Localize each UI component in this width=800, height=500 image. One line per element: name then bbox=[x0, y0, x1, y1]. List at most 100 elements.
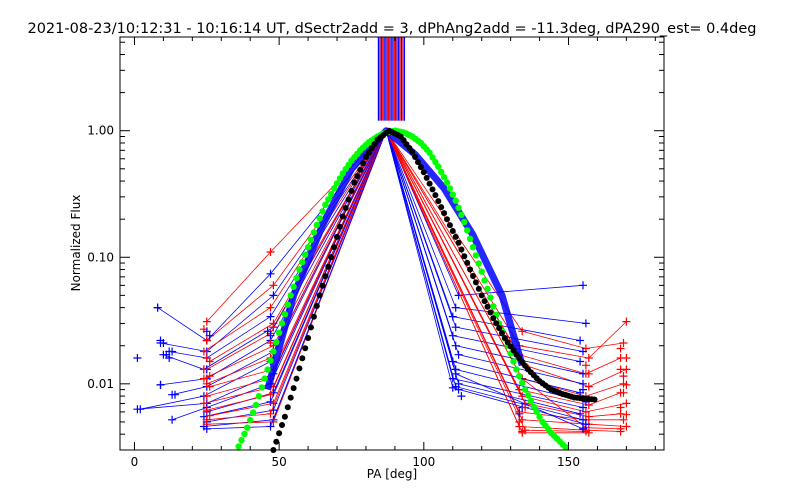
data-point-blue bbox=[263, 327, 272, 336]
data-point-red bbox=[616, 403, 625, 412]
green-curve-dot bbox=[530, 403, 537, 410]
green-curve-dot bbox=[438, 168, 445, 176]
green-curve-dot bbox=[273, 339, 280, 346]
black-curve-dot bbox=[284, 404, 291, 411]
black-curve-dot bbox=[360, 160, 367, 167]
black-curve-dot bbox=[429, 186, 436, 193]
black-curve-dot bbox=[493, 320, 500, 327]
data-point-red bbox=[199, 374, 208, 383]
green-curve-dot bbox=[478, 268, 485, 275]
green-curve-dot bbox=[510, 358, 517, 365]
data-point-blue bbox=[451, 369, 460, 378]
black-curve-dot bbox=[481, 298, 488, 305]
green-curve-dot bbox=[247, 416, 254, 424]
green-curve-dot bbox=[235, 443, 242, 450]
series-line-blue bbox=[203, 129, 587, 427]
green-curve-dot bbox=[241, 430, 248, 438]
black-curve-dot bbox=[438, 204, 445, 211]
black-curve-dot bbox=[371, 141, 378, 147]
green-curve-dot bbox=[466, 235, 474, 242]
black-curve-dot bbox=[331, 244, 338, 251]
green-curve-dot bbox=[336, 175, 344, 182]
data-point-red bbox=[622, 354, 631, 362]
y-axis-label: Normalized Flux bbox=[69, 195, 83, 292]
series-line-blue bbox=[160, 129, 581, 386]
black-curve-dot bbox=[363, 154, 369, 160]
y-tick-label: 0.01 bbox=[87, 377, 114, 391]
green-curve-dot bbox=[429, 154, 436, 161]
green-curve-dot bbox=[293, 274, 300, 282]
green-curve-dot bbox=[330, 185, 338, 192]
black-curve-dot bbox=[478, 292, 485, 299]
data-point-red bbox=[202, 317, 211, 326]
green-curve-dot bbox=[333, 180, 341, 187]
black-curve-dot bbox=[368, 145, 375, 152]
data-point-blue bbox=[579, 424, 587, 433]
green-curve-dot bbox=[319, 208, 326, 215]
black-curve-dot bbox=[281, 413, 288, 420]
black-curve-dot bbox=[504, 339, 511, 346]
data-point-blue bbox=[579, 347, 587, 356]
green-curve-dot bbox=[261, 375, 268, 382]
black-curve-dot bbox=[415, 159, 421, 166]
data-point-blue bbox=[579, 403, 587, 412]
black-curve-dot bbox=[412, 154, 419, 160]
black-curve-dot bbox=[420, 169, 427, 176]
data-point-blue bbox=[515, 409, 524, 418]
data-point-red bbox=[581, 407, 590, 416]
green-curve-dot bbox=[484, 285, 491, 293]
series-line-blue bbox=[163, 129, 584, 370]
green-curve-dot bbox=[255, 393, 263, 400]
data-point-red bbox=[199, 325, 208, 334]
green-curve-dot bbox=[310, 229, 318, 236]
green-curve-dot bbox=[446, 185, 454, 192]
data-point-red bbox=[269, 281, 278, 290]
chart-title: 2021-08-23/10:12:31 - 10:16:14 UT, dSect… bbox=[27, 21, 756, 37]
data-point-blue bbox=[579, 385, 587, 394]
black-curve-dot bbox=[354, 173, 361, 180]
data-point-red bbox=[266, 303, 275, 312]
blue-band bbox=[264, 127, 526, 391]
data-point-red bbox=[619, 339, 628, 347]
black-curve-dot bbox=[348, 188, 355, 194]
series-line-blue bbox=[203, 129, 581, 418]
green-curve-dot bbox=[264, 366, 271, 373]
data-point-blue bbox=[451, 323, 460, 332]
black-curve-dot bbox=[351, 179, 358, 186]
black-curve-dot bbox=[299, 355, 306, 362]
data-point-red bbox=[266, 339, 275, 347]
series-line-red bbox=[203, 129, 624, 397]
green-curve-dot bbox=[533, 408, 540, 415]
data-point-red bbox=[205, 411, 214, 420]
black-curve-dot bbox=[444, 216, 450, 223]
series-line-red bbox=[206, 129, 627, 359]
black-curve-dot bbox=[475, 285, 482, 292]
data-point-blue bbox=[451, 303, 460, 312]
green-curve-dot bbox=[284, 301, 291, 308]
data-point-blue bbox=[156, 380, 165, 389]
black-curve-dot bbox=[510, 347, 517, 354]
data-point-red bbox=[202, 406, 211, 415]
black-curve-dot bbox=[499, 330, 505, 337]
data-point-blue bbox=[581, 420, 590, 429]
black-curve-dot bbox=[293, 375, 300, 382]
black-curve-dot bbox=[455, 239, 462, 246]
green-curve-dot bbox=[440, 174, 448, 181]
green-curve-dot bbox=[475, 260, 482, 267]
data-point-red bbox=[205, 382, 214, 391]
data-point-red bbox=[616, 365, 625, 374]
black-curve-dot bbox=[296, 365, 303, 372]
green-curve-dot bbox=[458, 211, 465, 219]
data-point-red bbox=[266, 248, 275, 256]
black-curve-dot bbox=[467, 266, 474, 273]
black-curve-dot bbox=[273, 438, 280, 445]
data-point-red bbox=[515, 417, 524, 426]
data-point-red bbox=[518, 327, 527, 336]
black-curve-dot bbox=[325, 263, 332, 270]
black-curve-dot bbox=[357, 166, 364, 173]
blue-band-line bbox=[264, 127, 526, 391]
green-curve-dot bbox=[258, 384, 265, 391]
black-curve-dot bbox=[336, 223, 343, 230]
data-point-red bbox=[584, 354, 593, 362]
